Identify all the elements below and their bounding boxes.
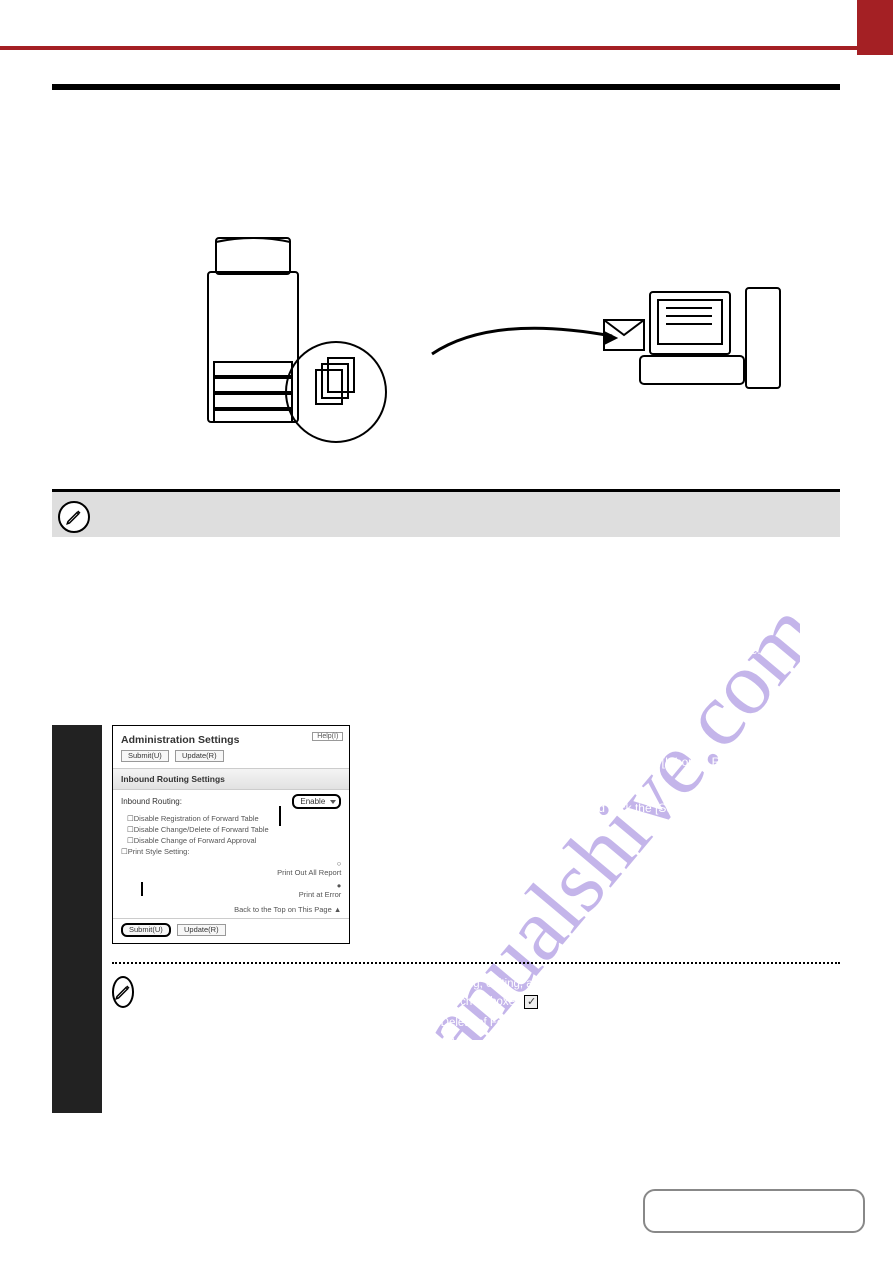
page-title: FORWARDING RECEIVED FAXES TO A NETWORK A… (52, 112, 840, 170)
note-icon (112, 976, 134, 1008)
page-number: 4-62 (0, 1233, 893, 1245)
note2-line: • Disable Registration of Forward Table … (146, 1015, 840, 1032)
step-body: Help(I) Administration Settings Submit(U… (112, 725, 840, 1113)
radio-row: ● Print at Error (113, 879, 349, 901)
step-sub: (1) In the Web page menu, click [Applica… (370, 753, 840, 789)
svg-text:Received fax: Received fax (302, 443, 371, 457)
step-sub: (2) Select [Enable] in "Inbound Routing"… (370, 799, 840, 817)
note2-line: • Users without administrator rights can… (146, 976, 840, 1011)
update-button-bottom[interactable]: Update(R) (177, 924, 226, 936)
header-tab (857, 0, 893, 55)
header-rule (0, 46, 857, 50)
enable-select[interactable]: Enable (292, 794, 341, 809)
print-style-label: Print Style Setting: (113, 846, 349, 857)
dotted-separator (112, 962, 840, 964)
forward-illustration: Received fax (52, 232, 840, 462)
note2-line: • After configuring the settings, be sur… (146, 1096, 840, 1113)
note-bar (52, 489, 840, 537)
configure-p2: The following explanation assumes that t… (52, 663, 840, 681)
checkbox-row[interactable]: Disable Change of Forward Approval (113, 835, 349, 846)
title-rule (52, 84, 840, 90)
configure-p3: To configure the Inbound Routing Setting… (52, 685, 840, 703)
checkbox-row[interactable]: Disable Registration of Forward Table (113, 813, 349, 824)
note2-line: When inbound routing is enabled, you can… (146, 1036, 840, 1053)
intro-paragraph: You can have received faxes automaticall… (52, 180, 840, 216)
radio-row: ○ Print Out All Report (113, 857, 349, 879)
section-header: Inbound Routing Settings (113, 768, 349, 790)
submit-button-top[interactable]: Submit(U) (121, 750, 169, 762)
inbound-routing-field: Inbound Routing: Enable (113, 790, 349, 813)
checkbox-row[interactable]: Disable Change/Delete of Forward Table (113, 824, 349, 835)
admin-settings-window: Help(I) Administration Settings Submit(U… (112, 725, 350, 944)
field-label: Inbound Routing: (121, 797, 292, 806)
step-block: 1 Help(I) Administration Settings Submit… (52, 725, 840, 1113)
help-button[interactable]: Help(I) (312, 732, 343, 741)
note-item: All Inbound Routing settings are configu… (114, 572, 840, 589)
back-to-top-link[interactable]: Back to the Top on This Page ▲ (113, 901, 349, 918)
step-note: • Users without administrator rights can… (112, 976, 840, 1113)
note2-line: To have all received faxes printed befor… (146, 1057, 840, 1092)
submit-button-bottom[interactable]: Submit(U) (121, 923, 171, 937)
step-number-rail: 1 (52, 725, 102, 1113)
checked-box-icon (524, 995, 538, 1009)
contents-button[interactable]: Contents (643, 1189, 865, 1233)
page-body: FORWARDING RECEIVED FAXES TO A NETWORK A… (52, 72, 840, 1113)
note-item: To configure the Inbound Routing Setting… (114, 538, 840, 571)
step-heading: Enabling the inbound routing function. (370, 725, 840, 743)
note-icon (58, 501, 90, 533)
update-button-top[interactable]: Update(R) (175, 750, 224, 762)
configure-heading: CONFIGURING INBOUND ROUTING SETTINGS (52, 612, 840, 635)
step-instructions: Enabling the inbound routing function. (… (370, 725, 840, 944)
configure-p1: The Inbound Routing Settings are configu… (52, 641, 840, 659)
